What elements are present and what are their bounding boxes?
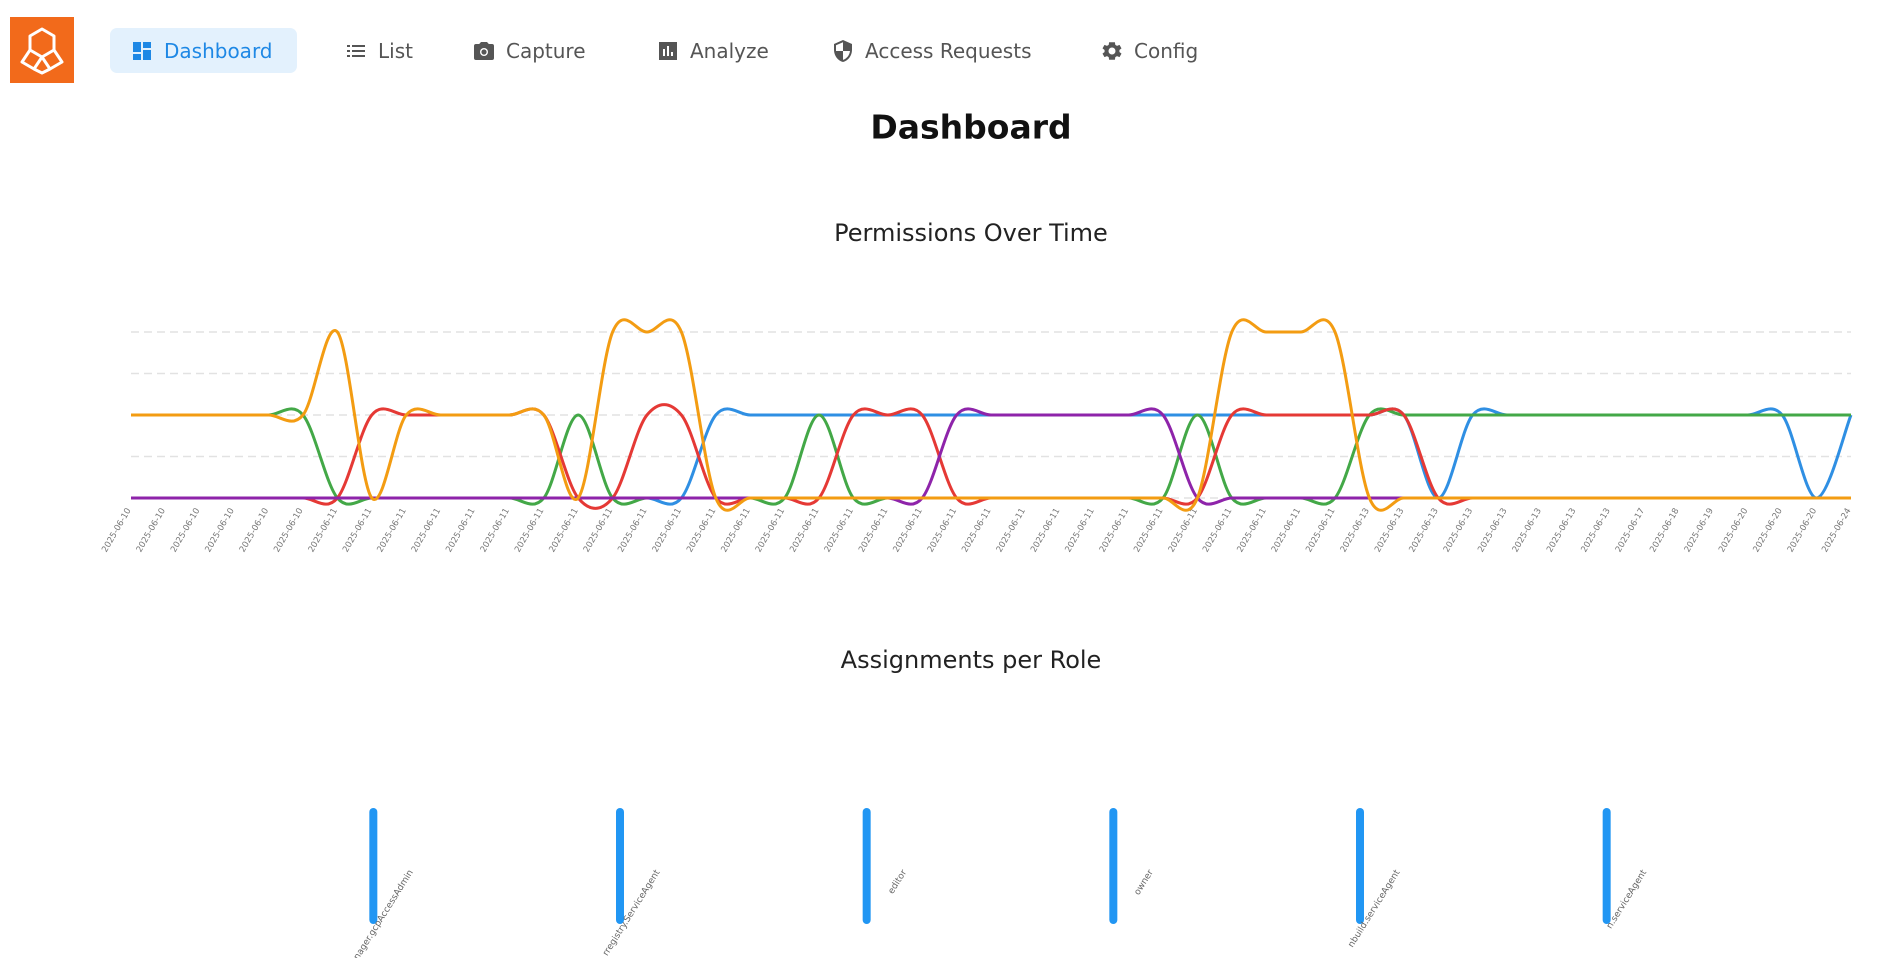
bar (369, 808, 378, 924)
x-tick-label: 2025-06-17 (1614, 507, 1647, 555)
bar (1356, 808, 1364, 924)
x-tick-label: n.serviceAgent (1605, 868, 1649, 931)
x-tick-label: 2025-06-11 (616, 507, 649, 555)
x-tick-label: 2025-06-11 (788, 507, 821, 555)
x-tick-label: 2025-06-10 (272, 507, 305, 555)
logo-icon (20, 27, 64, 75)
chart-title: Permissions Over Time (834, 219, 1108, 247)
x-tick-label: 2025-06-20 (1717, 507, 1750, 555)
nav-access-requests[interactable]: Access Requests (811, 28, 1045, 73)
x-tick-label: rregistry.ServiceAgent (601, 868, 662, 958)
x-tick-label: 2025-06-11 (1304, 507, 1337, 555)
x-tick-label: 2025-06-11 (410, 507, 443, 555)
series-line (131, 318, 1851, 512)
x-tick-label: 2025-06-13 (1511, 507, 1544, 555)
icon (133, 41, 151, 60)
x-tick-label: 2025-06-13 (1545, 507, 1578, 555)
x-tick-label: 2025-06-11 (582, 507, 615, 555)
x-tick-label: nbuild.serviceAgent (1347, 868, 1403, 950)
x-tick-label: owner (1133, 868, 1156, 897)
x-tick-label: 2025-06-11 (926, 507, 959, 555)
x-tick-label: 2025-06-20 (1751, 507, 1784, 555)
nav-config[interactable]: Config (1080, 28, 1212, 73)
x-tick-label: 2025-06-11 (1201, 507, 1234, 555)
x-tick-label: tmanager.gcpAccessAdmin (343, 868, 416, 958)
chart-title: Assignments per Role (841, 646, 1102, 674)
x-tick-label: 2025-06-11 (547, 507, 580, 555)
x-tick-label: 2025-06-24 (1820, 507, 1853, 555)
nav-label: Dashboard (164, 38, 273, 63)
x-tick-label: 2025-06-13 (1476, 507, 1509, 555)
nav-label: List (378, 38, 413, 63)
x-tick-label: 2025-06-11 (1167, 507, 1200, 555)
x-tick-label: 2025-06-11 (1098, 507, 1131, 555)
x-tick-label: 2025-06-10 (169, 507, 202, 555)
nav-label: Access Requests (865, 38, 1032, 63)
nav-analyze[interactable]: Analyze (636, 28, 783, 73)
x-tick-label: 2025-06-11 (685, 507, 718, 555)
x-tick-label: 2025-06-11 (341, 507, 374, 555)
nav-capture[interactable]: Capture (452, 28, 600, 73)
x-tick-label: 2025-06-11 (513, 507, 546, 555)
nav-dashboard[interactable]: Dashboard (110, 28, 297, 73)
bar (862, 808, 871, 924)
bar (616, 808, 624, 924)
x-tick-label: 2025-06-10 (135, 507, 168, 555)
icon (834, 39, 852, 62)
x-tick-label: 2025-06-10 (100, 507, 133, 555)
x-tick-label: 2025-06-13 (1442, 507, 1475, 555)
logo[interactable] (10, 17, 74, 83)
x-tick-label: 2025-06-11 (651, 507, 684, 555)
x-tick-label: 2025-06-11 (719, 507, 752, 555)
x-tick-label: 2025-06-11 (754, 507, 787, 555)
x-tick-label: 2025-06-11 (307, 507, 340, 555)
x-tick-label: 2025-06-18 (1648, 507, 1681, 555)
x-tick-label: 2025-06-11 (891, 507, 924, 555)
x-tick-label: 2025-06-13 (1339, 507, 1372, 555)
bar (1602, 808, 1611, 924)
x-tick-label: editor (887, 868, 910, 896)
x-tick-label: 2025-06-11 (1029, 507, 1062, 555)
x-tick-label: 2025-06-13 (1407, 507, 1440, 555)
x-tick-label: 2025-06-11 (1132, 507, 1165, 555)
x-tick-label: 2025-06-19 (1683, 507, 1716, 555)
icon (659, 41, 677, 60)
x-tick-label: 2025-06-11 (375, 507, 408, 555)
icon (474, 41, 494, 60)
x-tick-label: 2025-06-11 (444, 507, 477, 555)
x-tick-label: 2025-06-11 (995, 507, 1028, 555)
icon (347, 44, 365, 57)
x-tick-label: 2025-06-11 (960, 507, 993, 555)
x-tick-label: 2025-06-11 (1063, 507, 1096, 555)
x-tick-label: 2025-06-11 (479, 507, 512, 555)
nav-label: Analyze (690, 38, 769, 63)
nav-label: Capture (506, 38, 586, 63)
x-tick-label: 2025-06-11 (1270, 507, 1303, 555)
nav-list[interactable]: List (324, 28, 427, 73)
x-tick-label: 2025-06-13 (1373, 507, 1406, 555)
x-tick-label: 2025-06-11 (823, 507, 856, 555)
page-title: Dashboard (870, 108, 1071, 147)
x-tick-label: 2025-06-10 (238, 507, 271, 555)
bar (1109, 808, 1118, 924)
icon (1102, 41, 1122, 60)
x-tick-label: 2025-06-11 (1235, 507, 1268, 555)
x-tick-label: 2025-06-13 (1579, 507, 1612, 555)
x-tick-label: 2025-06-20 (1786, 507, 1819, 555)
x-tick-label: 2025-06-11 (857, 507, 890, 555)
x-tick-label: 2025-06-10 (203, 507, 236, 555)
nav-label: Config (1134, 38, 1199, 63)
